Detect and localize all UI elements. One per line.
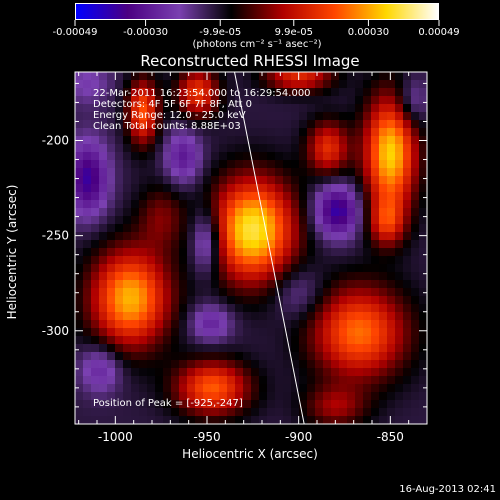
y-tick-label: -300: [42, 324, 69, 338]
colorbar: [75, 3, 439, 20]
x-axis-label: Heliocentric X (arcsec): [182, 447, 318, 461]
colorbar-tick-label: 9.9e-05: [274, 27, 313, 38]
plot-area: -1000 -950 -900 -850 -200 -250 -300 22-Mar-2011…: [42, 71, 428, 444]
heatmap-image: [75, 72, 427, 424]
colorbar-tick-label: 0.00049: [418, 27, 460, 38]
y-tick-label: -200: [42, 133, 69, 147]
x-tick-label: -850: [377, 430, 404, 444]
annotation-line: Energy Range: 12.0 - 25.0 keV: [93, 110, 246, 121]
colorbar-unit-label: (photons cm⁻² s⁻¹ asec⁻²): [192, 39, 322, 50]
solar-limb-line: [234, 71, 305, 425]
colorbar-tick-label: -9.9e-05: [199, 27, 242, 38]
annotation-line: Detectors: 4F 5F 6F 7F 8F, Att 0: [93, 99, 252, 110]
colorbar-tick-label: 0.00030: [347, 27, 390, 38]
x-tick-label: -1000: [98, 430, 133, 444]
chart-title: Reconstructed RHESSI Image: [140, 52, 360, 70]
colorbar-tick-label: -0.00049: [52, 27, 98, 38]
x-tick-label: -950: [193, 430, 220, 444]
plot-frame: [74, 71, 428, 425]
colorbar-tick-label: -0.00030: [123, 27, 169, 38]
x-tick-label: -900: [285, 430, 312, 444]
annotation-line: 22-Mar-2011 16:23:54.000 to 16:29:54.000: [93, 88, 311, 99]
footer-date: 16-Aug-2013 02:41: [399, 484, 496, 495]
y-axis-label: Heliocentric Y (arcsec): [5, 184, 19, 320]
peak-position-label: Position of Peak = [-925,-247]: [93, 398, 243, 409]
annotation-line: Clean Total counts: 8.88E+03: [93, 121, 241, 132]
colorbar-ticks: [74, 20, 440, 26]
y-tick-label: -250: [42, 229, 69, 243]
